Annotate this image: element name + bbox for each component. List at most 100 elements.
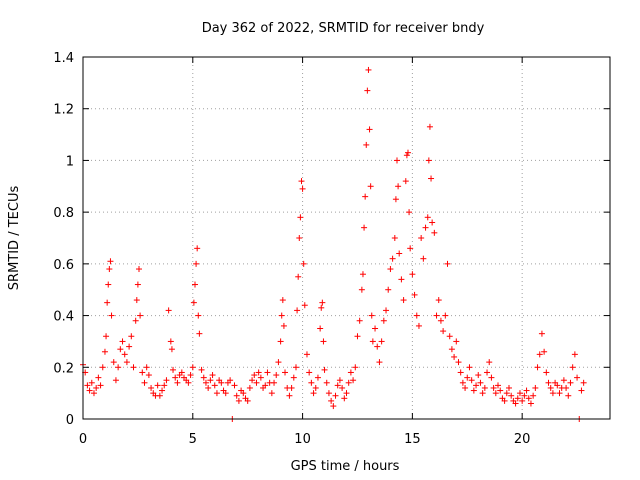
data-point [420, 255, 427, 262]
data-point [475, 372, 482, 379]
data-point [106, 266, 113, 273]
data-point [345, 379, 352, 386]
data-point [115, 364, 122, 371]
plot-frame [82, 56, 611, 420]
data-point [209, 372, 216, 379]
data-point [359, 271, 366, 278]
data-point [240, 390, 247, 397]
data-point [530, 392, 537, 399]
data-point [468, 377, 475, 384]
y-tick-label: 0.2 [53, 361, 74, 376]
data-point [255, 369, 262, 376]
y-axis-label: SRMTID / TECUs [7, 186, 22, 291]
x-tick-label: 0 [79, 432, 87, 447]
data-point [185, 379, 192, 386]
data-point [268, 390, 275, 397]
data-point [321, 366, 328, 373]
data-point [418, 235, 425, 241]
data-point [279, 297, 286, 304]
data-point [95, 374, 102, 381]
data-point [101, 348, 108, 355]
data-point [424, 214, 431, 221]
data-point [163, 377, 170, 384]
data-point [294, 307, 301, 314]
data-point [121, 351, 128, 358]
data-point [508, 392, 515, 399]
tick-layer [82, 56, 610, 420]
data-point [422, 224, 429, 231]
data-point [253, 379, 260, 386]
y-tick-label: 1.4 [53, 51, 74, 66]
data-point [341, 395, 348, 402]
data-point [364, 87, 371, 94]
data-point [392, 196, 399, 203]
data-point [264, 369, 271, 376]
data-point [170, 366, 177, 373]
data-point [547, 384, 554, 391]
data-point [362, 193, 369, 200]
data-point [400, 297, 407, 304]
data-point [374, 343, 381, 350]
data-point [325, 390, 332, 397]
data-point [354, 333, 361, 340]
data-point [389, 255, 396, 262]
data-point [161, 382, 168, 389]
data-point [361, 224, 368, 231]
data-point [154, 382, 161, 389]
data-point [90, 390, 97, 397]
data-point [103, 333, 110, 340]
data-point [492, 390, 499, 397]
data-point [543, 369, 550, 376]
data-point [187, 372, 194, 379]
data-point [541, 348, 548, 355]
grid-layer [83, 57, 610, 419]
data-point [275, 359, 282, 366]
data-point [271, 379, 278, 386]
data-point [444, 260, 451, 267]
y-tick-label: 1.2 [53, 103, 74, 118]
data-point [336, 377, 343, 384]
data-point [193, 260, 200, 267]
data-point [396, 250, 403, 257]
data-point [409, 271, 416, 278]
data-point [278, 312, 285, 319]
data-point [148, 384, 155, 391]
data-point [391, 235, 398, 241]
data-point [198, 366, 205, 373]
data-point [84, 382, 91, 389]
data-point [211, 382, 218, 389]
data-point [310, 390, 317, 397]
data-point [413, 312, 420, 319]
data-point [318, 304, 325, 311]
data-point [312, 384, 319, 391]
data-point [292, 364, 299, 371]
data-point [196, 330, 203, 337]
data-point [367, 183, 374, 190]
data-point [395, 183, 402, 190]
data-point [300, 260, 307, 267]
data-point [200, 374, 207, 381]
data-point [172, 374, 179, 381]
data-point [112, 377, 119, 384]
data-point [339, 384, 346, 391]
data-point [231, 382, 238, 389]
data-point [174, 379, 181, 386]
data-point [189, 364, 196, 371]
data-point [165, 307, 172, 314]
data-point [545, 379, 552, 386]
data-point [556, 390, 563, 397]
data-point [514, 395, 521, 402]
data-point [290, 374, 297, 381]
data-point [195, 312, 202, 319]
data-point [97, 382, 104, 389]
data-point [437, 317, 444, 324]
data-point [459, 379, 466, 386]
data-point [481, 384, 488, 391]
data-point [394, 157, 401, 164]
data-point [319, 299, 326, 306]
data-point [323, 379, 330, 386]
data-point [105, 281, 112, 288]
data-point [455, 359, 462, 366]
data-point [227, 377, 234, 384]
data-point [501, 397, 508, 404]
